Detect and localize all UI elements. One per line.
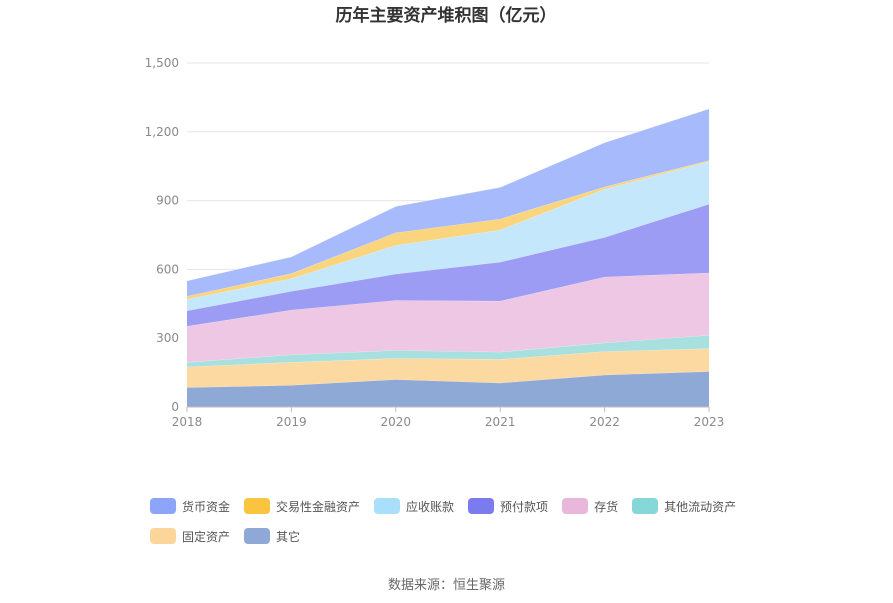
legend-item[interactable]: 货币资金 — [150, 496, 230, 516]
chart-title: 历年主要资产堆积图（亿元） — [336, 5, 557, 26]
area-edge-交易性金融资产 — [186, 160, 710, 297]
legend-item[interactable]: 应收账款 — [374, 496, 454, 516]
legend-item[interactable]: 固定资产 — [150, 526, 230, 546]
area-edge-货币资金 — [186, 108, 710, 282]
y-tick-label: 1,200 — [145, 125, 179, 139]
legend-swatch — [150, 528, 176, 544]
legend-label: 其它 — [276, 529, 301, 544]
y-tick-label: 600 — [156, 262, 179, 276]
legend-item[interactable]: 其它 — [244, 526, 300, 546]
legend-swatch — [468, 498, 495, 514]
x-tick-label: 2020 — [381, 415, 412, 429]
legend-swatch — [244, 498, 271, 514]
legend-label: 应收账款 — [406, 499, 455, 514]
x-tick-label: 2022 — [589, 415, 620, 429]
area-其他流动资产 — [187, 335, 709, 367]
x-tick-label: 2023 — [694, 415, 725, 429]
legend-swatch — [562, 498, 589, 514]
y-tick-label: 900 — [156, 194, 179, 208]
chart-legend: 货币资金 交易性金融资产 应收账款 预付款项 存货 其他流动资产固定资产 其它 — [150, 496, 790, 556]
legend-item[interactable]: 交易性金融资产 — [244, 496, 360, 516]
legend-item[interactable]: 其他流动资产 — [632, 496, 736, 516]
legend-label: 预付款项 — [500, 499, 549, 514]
legend-swatch — [632, 498, 659, 514]
area-固定资产 — [187, 348, 709, 388]
legend-label: 固定资产 — [182, 529, 231, 544]
area-预付款项 — [187, 204, 709, 327]
data-source-note: 数据来源：恒生聚源 — [387, 578, 505, 593]
y-tick-label: 1,500 — [145, 56, 179, 70]
area-其它 — [187, 371, 709, 407]
legend-swatch — [150, 498, 176, 514]
axes: 0 300 600 900 1,200 1,500 2018 2019 2020 2021 2022… — [145, 56, 725, 429]
x-tick-label: 2018 — [172, 415, 203, 429]
area-edge-存货 — [186, 272, 710, 327]
legend-item[interactable]: 存货 — [562, 496, 618, 516]
y-tick-label: 300 — [156, 331, 179, 345]
y-tick-label: 0 — [171, 400, 179, 414]
legend-swatch — [374, 498, 401, 514]
legend-label: 存货 — [594, 499, 619, 514]
area-货币资金 — [187, 108, 709, 297]
area-series-layer — [186, 108, 710, 407]
x-tick-label: 2019 — [276, 415, 307, 429]
legend-label: 货币资金 — [182, 499, 231, 514]
area-存货 — [187, 272, 709, 363]
legend-swatch — [244, 528, 271, 544]
legend-label: 交易性金融资产 — [276, 499, 361, 514]
area-应收账款 — [187, 161, 709, 311]
x-tick-label: 2021 — [485, 415, 516, 429]
legend-item[interactable]: 预付款项 — [468, 496, 548, 516]
legend-label: 其他流动资产 — [664, 499, 737, 514]
